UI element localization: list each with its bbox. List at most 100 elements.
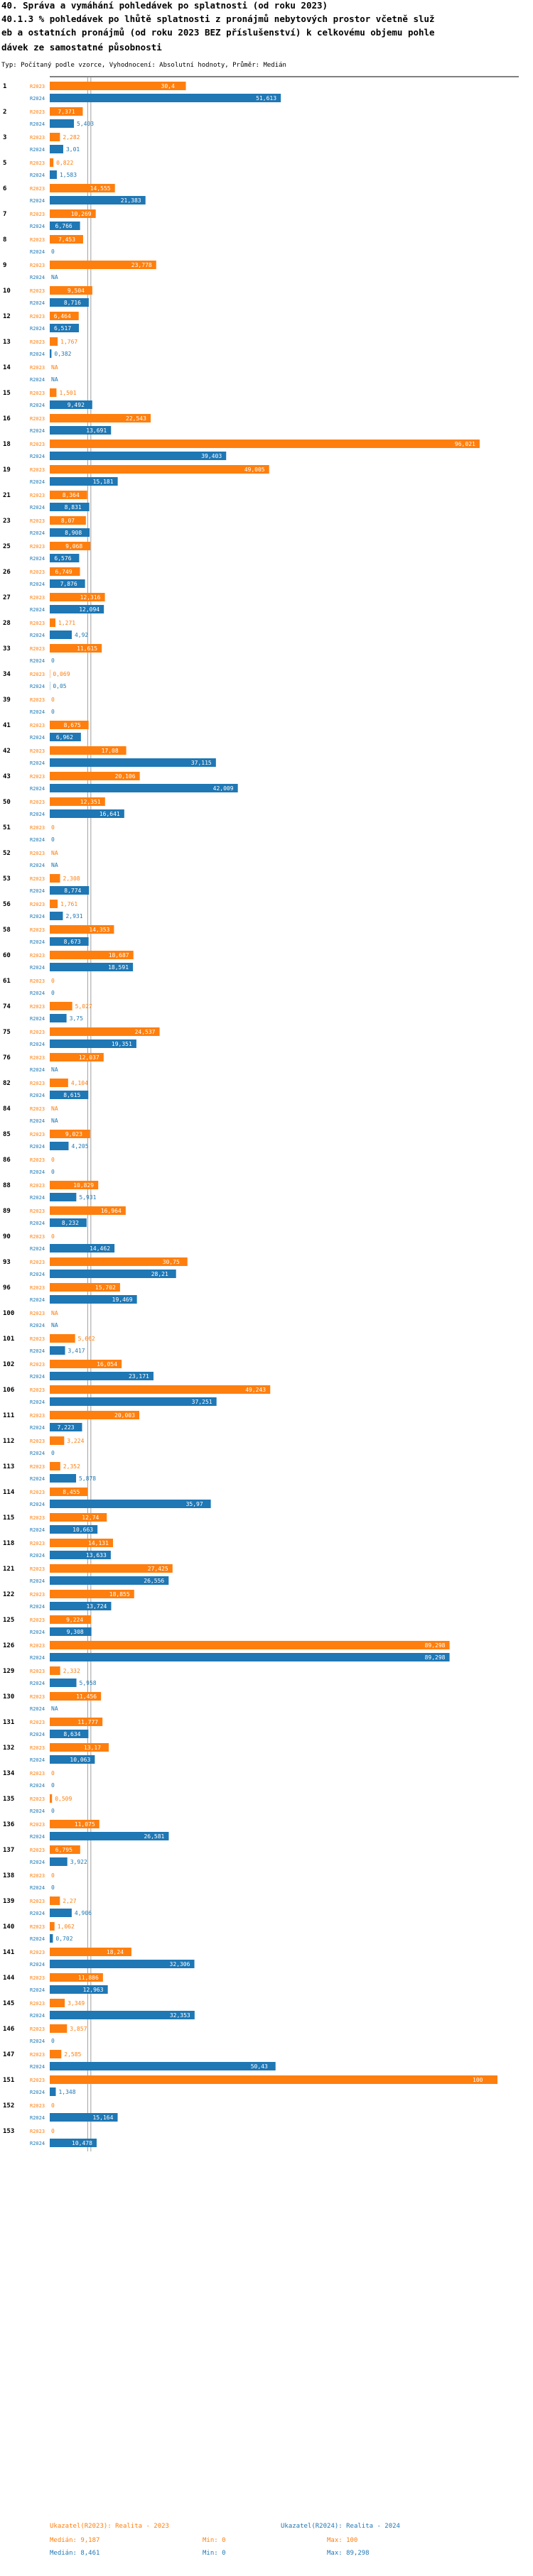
value-label-r2023: NA [51,1106,58,1112]
bar-r2024 [50,1832,169,1840]
bar-r2023 [50,107,83,116]
bar-r2024 [50,554,80,562]
category-label: 115 [3,1515,14,1522]
value-label-r2024: 26,556 [144,1578,164,1584]
series-label-r2023: R2023 [30,160,45,166]
series-label-r2023: R2023 [30,1848,45,1853]
category-label: 23 [3,518,11,525]
series-label-r2024: R2024 [30,863,45,868]
value-label-r2023: NA [51,1310,58,1316]
series-label-r2023: R2023 [30,1541,45,1546]
series-label-r2024: R2024 [30,1297,45,1303]
value-label-r2023: 6,795 [55,1847,72,1853]
value-label-r2023: 2,352 [63,1463,80,1470]
value-label-r2024: 10,063 [70,1757,90,1763]
legend-r2023-max: Max: 100 [327,2537,358,2544]
series-label-r2024: R2024 [30,633,45,638]
value-label-r2023: 15,702 [95,1284,116,1291]
bar-r2024 [50,784,238,792]
series-label-r2024: R2024 [30,1732,45,1737]
series-label-r2023: R2023 [30,1669,45,1674]
category-label: 152 [3,2102,14,2110]
series-label-r2023: R2023 [30,84,45,89]
series-label-r2024: R2024 [30,96,45,102]
value-label-r2024: 35,97 [186,1501,203,1507]
value-label-r2024: 10,478 [72,2140,92,2146]
value-label-r2023: 49,243 [245,1387,266,1393]
value-label-r2023: 24,537 [135,1029,156,1035]
value-label-r2023: 9,224 [66,1617,83,1623]
value-label-r2024: NA [51,274,58,280]
bar-r2024 [50,1039,136,1048]
value-label-r2023: 3,349 [68,2000,85,2007]
category-label: 7 [3,211,6,218]
bar-r2024 [50,170,57,179]
value-label-r2023: 0,069 [53,671,70,677]
value-label-r2024: 8,634 [63,1731,80,1737]
value-label-r2023: 14,555 [90,185,111,192]
series-label-r2023: R2023 [30,237,45,243]
series-label-r2024: R2024 [30,2013,45,2019]
bar-r2023 [50,1845,80,1854]
series-label-r2023: R2023 [30,723,45,728]
bar-r2024 [50,298,89,307]
series-label-r2024: R2024 [30,1860,45,1865]
series-label-r2024: R2024 [30,1502,45,1507]
value-label-r2024: 8,716 [64,300,81,306]
series-label-r2024: R2024 [30,275,45,280]
series-label-r2023: R2023 [30,851,45,856]
value-label-r2024: 4,92 [75,632,88,638]
value-label-r2024: 6,962 [56,734,73,741]
series-label-r2024: R2024 [30,1144,45,1150]
bar-r2023 [50,1411,140,1419]
bar-r2023 [50,1360,122,1368]
series-label-r2024: R2024 [30,1067,45,1073]
bar-r2024 [50,1397,217,1406]
category-label: 113 [3,1463,14,1470]
series-label-r2024: R2024 [30,1374,45,1380]
category-label: 135 [3,1796,14,1803]
value-label-r2024: 0 [51,990,55,996]
value-label-r2023: 12,351 [80,799,101,805]
series-label-r2023: R2023 [30,1950,45,1955]
bar-r2024 [50,452,227,460]
bar-r2023 [50,1257,188,1266]
series-label-r2023: R2023 [30,1464,45,1470]
category-label: 6 [3,185,6,192]
category-label: 112 [3,1438,14,1445]
series-label-r2023: R2023 [30,1336,45,1342]
category-label: 137 [3,1847,14,1854]
bar-r2024 [50,1909,72,1917]
series-label-r2024: R2024 [30,1221,45,1226]
bar-r2023 [50,2024,68,2033]
series-label-r2023: R2023 [30,1873,45,1879]
category-label: 96 [3,1284,11,1292]
series-label-r2024: R2024 [30,403,45,408]
chart-subtitle: Typ: Počítaný podle vzorce, Vyhodnocení:… [1,62,286,69]
bar-r2023 [50,1181,99,1189]
series-label-r2024: R2024 [30,147,45,153]
category-label: 146 [3,2026,14,2033]
series-label-r2024: R2024 [30,658,45,664]
series-label-r2024: R2024 [30,249,45,255]
series-label-r2024: R2024 [30,326,45,332]
category-label: 27 [3,594,11,601]
value-label-r2024: 6,766 [55,223,72,229]
series-label-r2024: R2024 [30,1604,45,1610]
category-label: 100 [3,1310,14,1317]
bar-r2023 [50,1743,109,1752]
bar-r2023 [50,516,86,525]
series-label-r2024: R2024 [30,812,45,817]
series-label-r2024: R2024 [30,1553,45,1559]
series-label-r2024: R2024 [30,1476,45,1482]
series-label-r2024: R2024 [30,2115,45,2121]
series-label-r2024: R2024 [30,1042,45,1047]
value-label-r2024: 19,351 [112,1041,132,1047]
series-label-r2024: R2024 [30,1272,45,1277]
value-label-r2024: 8,774 [64,888,81,894]
series-label-r2024: R2024 [30,479,45,485]
bar-r2023 [50,1794,53,1803]
series-label-r2024: R2024 [30,2064,45,2070]
bar-r2023 [50,133,60,141]
chart-title-line-1: 40. Správa a vymáhání pohledávek po spla… [1,0,328,11]
